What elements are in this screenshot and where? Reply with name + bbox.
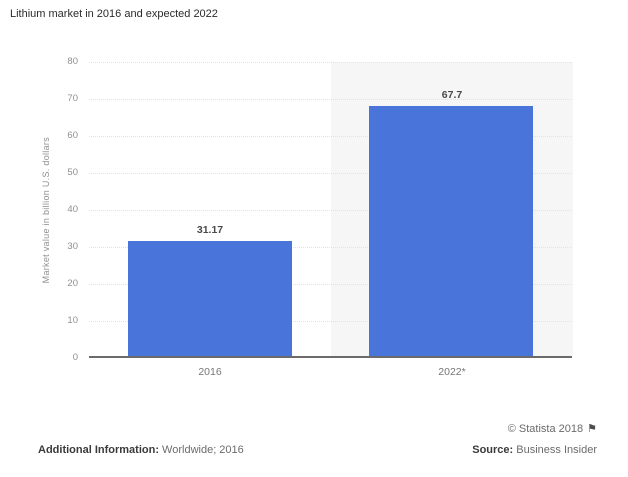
gridline (89, 210, 572, 211)
additional-information: Additional Information: Worldwide; 2016 (38, 444, 244, 456)
y-axis-tick-label: 30 (67, 241, 78, 252)
source-value: Business Insider (516, 444, 597, 456)
bar-value-label: 67.7 (441, 89, 463, 101)
gridline (89, 62, 572, 63)
y-axis-tick-label: 10 (67, 315, 78, 326)
x-axis-tick-label: 2016 (198, 366, 222, 378)
y-axis-tick-label: 50 (67, 167, 78, 178)
statista-copyright-text: © Statista 2018 (507, 423, 584, 435)
plot-area: 31.17 67.7 (89, 62, 573, 358)
y-axis-tick-labels: 0 10 20 30 40 50 60 70 80 (0, 56, 78, 363)
statista-copyright: © Statista 2018 ⚑ (508, 422, 597, 435)
gridline (89, 136, 572, 137)
gridline (89, 99, 572, 100)
y-axis-tick-label: 80 (67, 56, 78, 67)
gridline (89, 247, 572, 248)
gridline (89, 321, 572, 322)
bar-value-label: 31.17 (196, 224, 224, 236)
gridline (89, 284, 572, 285)
gridline (89, 173, 572, 174)
source-label: Source: (472, 444, 514, 456)
x-axis-tick-labels: 2016 2022* (89, 366, 572, 382)
additional-information-value: Worldwide; 2016 (162, 444, 244, 456)
y-axis-tick-label: 60 (67, 130, 78, 141)
y-axis-tick-label: 40 (67, 204, 78, 215)
y-axis-tick-label: 20 (67, 278, 78, 289)
y-axis-tick-label: 70 (67, 93, 78, 104)
bar-2016[interactable] (128, 241, 292, 356)
bar-chart: Market value in billion U.S. dollars 0 10… (0, 56, 573, 382)
chart-title: Lithium market in 2016 and expected 2022 (10, 8, 218, 20)
bar-2022[interactable] (369, 106, 533, 356)
source: Source: Business Insider (472, 444, 597, 456)
x-axis-tick-label: 2022* (438, 366, 466, 378)
statista-flag-icon: ⚑ (587, 423, 597, 435)
additional-information-label: Additional Information: (38, 444, 159, 456)
y-axis-tick-label: 0 (72, 352, 78, 363)
